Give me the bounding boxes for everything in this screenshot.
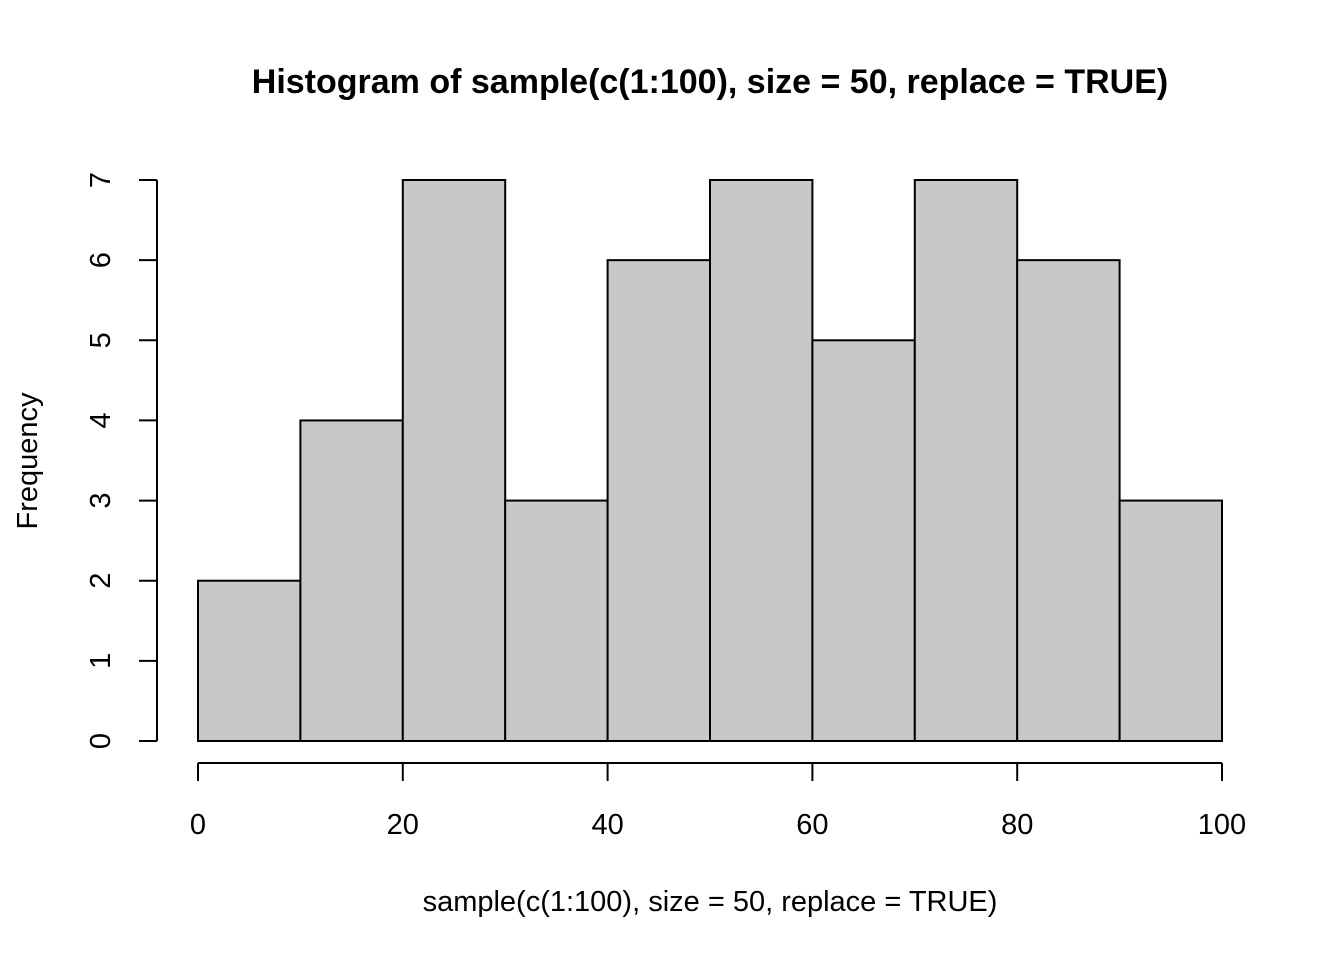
y-tick-label-4: 4 [85, 412, 117, 428]
histogram-bar-30-40 [504, 499, 609, 743]
histogram-bar-40-50 [606, 259, 711, 742]
histogram-bar-10-20 [299, 419, 404, 742]
x-axis: 0 20 40 60 80 100 [190, 762, 1246, 841]
histogram-bar-60-70 [811, 339, 916, 742]
y-tick-label-2: 2 [85, 573, 117, 589]
x-axis-label: sample(c(1:100), size = 50, replace = TR… [423, 886, 998, 918]
y-tick-label-0: 0 [85, 733, 117, 749]
y-axis: 0 1 2 3 4 5 6 7 [85, 172, 158, 749]
histogram-bar-90-100 [1118, 499, 1223, 743]
y-tick-label-1: 1 [85, 653, 117, 669]
histogram-bar-50-60 [709, 179, 814, 742]
histogram-bar-20-30 [401, 179, 507, 742]
chart-title: Histogram of sample(c(1:100), size = 50,… [252, 63, 1168, 101]
x-tick-label-80: 80 [1001, 809, 1033, 841]
x-tick-label-0: 0 [190, 809, 206, 841]
y-axis-label: Frequency [12, 392, 44, 530]
y-tick-label-5: 5 [85, 332, 117, 348]
bars-group [197, 179, 1223, 743]
x-tick-label-20: 20 [387, 809, 419, 841]
histogram-bar-80-90 [1016, 259, 1121, 742]
y-tick-label-6: 6 [85, 252, 117, 268]
x-tick-label-100: 100 [1198, 809, 1246, 841]
histogram-bar-0-10 [197, 579, 302, 743]
histogram-bar-70-80 [913, 179, 1019, 742]
y-tick-label-7: 7 [85, 172, 117, 188]
x-tick-label-40: 40 [591, 809, 623, 841]
y-tick-label-3: 3 [85, 493, 117, 509]
x-tick-label-60: 60 [796, 809, 828, 841]
